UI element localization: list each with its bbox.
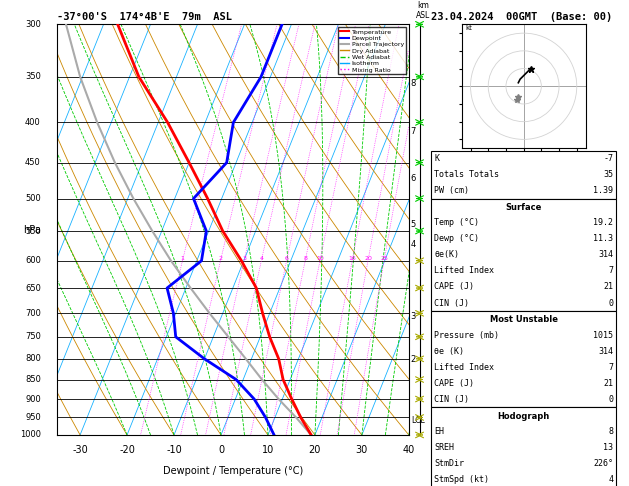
Text: 23.04.2024  00GMT  (Base: 00): 23.04.2024 00GMT (Base: 00) [431, 12, 612, 22]
Text: -10: -10 [166, 445, 182, 455]
Text: 750: 750 [25, 332, 41, 341]
Text: 6: 6 [285, 256, 289, 260]
Text: 1015: 1015 [593, 330, 613, 340]
Text: 2: 2 [218, 256, 223, 260]
Text: Dewp (°C): Dewp (°C) [434, 234, 479, 243]
Text: 25: 25 [380, 256, 388, 260]
Text: 13: 13 [603, 443, 613, 452]
Text: 6: 6 [411, 174, 416, 183]
Text: 1000: 1000 [19, 431, 41, 439]
Text: 7: 7 [608, 266, 613, 276]
Text: 4: 4 [608, 475, 613, 484]
Text: Most Unstable: Most Unstable [489, 315, 558, 324]
Text: θe (K): θe (K) [434, 347, 464, 356]
Text: StmDir: StmDir [434, 459, 464, 468]
Text: -30: -30 [72, 445, 88, 455]
Text: Hodograph: Hodograph [498, 412, 550, 420]
Text: Surface: Surface [506, 203, 542, 212]
Text: 8: 8 [608, 427, 613, 436]
Text: K: K [434, 154, 439, 163]
Text: Temp (°C): Temp (°C) [434, 218, 479, 227]
Text: 1.39: 1.39 [593, 186, 613, 195]
Text: 35: 35 [603, 170, 613, 179]
Text: 450: 450 [25, 158, 41, 167]
Text: 7: 7 [608, 363, 613, 372]
Text: Mixing Ratio (g/kg): Mixing Ratio (g/kg) [448, 196, 454, 263]
Text: 700: 700 [25, 309, 41, 318]
Text: km
ASL: km ASL [416, 1, 430, 20]
Text: StmSpd (kt): StmSpd (kt) [434, 475, 489, 484]
Text: © weatheronline.co.uk: © weatheronline.co.uk [480, 471, 567, 480]
Text: 1: 1 [181, 256, 184, 260]
Text: -37°00'S  174°4B'E  79m  ASL: -37°00'S 174°4B'E 79m ASL [57, 12, 231, 22]
Text: 8: 8 [411, 79, 416, 88]
Text: EH: EH [434, 427, 444, 436]
Text: 0: 0 [218, 445, 224, 455]
Text: 20: 20 [364, 256, 372, 260]
Text: Totals Totals: Totals Totals [434, 170, 499, 179]
Text: 3: 3 [411, 312, 416, 321]
Text: 8: 8 [303, 256, 307, 260]
Text: θe(K): θe(K) [434, 250, 459, 260]
Text: 350: 350 [25, 72, 41, 81]
Text: -7: -7 [603, 154, 613, 163]
Text: 550: 550 [25, 226, 41, 236]
Text: 850: 850 [25, 375, 41, 384]
Text: 3: 3 [242, 256, 246, 260]
Text: Dewpoint / Temperature (°C): Dewpoint / Temperature (°C) [163, 466, 303, 476]
Text: CIN (J): CIN (J) [434, 298, 469, 308]
Text: 300: 300 [25, 20, 41, 29]
Text: CAPE (J): CAPE (J) [434, 282, 474, 292]
Text: hPa: hPa [23, 225, 41, 235]
Text: 0: 0 [608, 395, 613, 404]
Text: 400: 400 [25, 118, 41, 127]
Text: 20: 20 [309, 445, 321, 455]
Text: 314: 314 [598, 250, 613, 260]
Text: 19.2: 19.2 [593, 218, 613, 227]
Text: 21: 21 [603, 379, 613, 388]
Text: Pressure (mb): Pressure (mb) [434, 330, 499, 340]
Text: 650: 650 [25, 283, 41, 293]
Text: 950: 950 [25, 413, 41, 422]
Text: 900: 900 [25, 395, 41, 403]
Text: 11.3: 11.3 [593, 234, 613, 243]
Text: 0: 0 [608, 298, 613, 308]
Text: 4: 4 [411, 240, 416, 249]
Text: 40: 40 [403, 445, 415, 455]
Legend: Temperature, Dewpoint, Parcel Trajectory, Dry Adiabat, Wet Adiabat, Isotherm, Mi: Temperature, Dewpoint, Parcel Trajectory… [338, 27, 406, 74]
Text: 600: 600 [25, 256, 41, 265]
Text: SREH: SREH [434, 443, 454, 452]
Text: 5: 5 [411, 220, 416, 229]
Text: CAPE (J): CAPE (J) [434, 379, 474, 388]
Text: 7: 7 [411, 127, 416, 136]
Text: 16: 16 [348, 256, 356, 260]
Text: 2: 2 [411, 355, 416, 364]
Text: LCL: LCL [411, 416, 425, 425]
Text: 800: 800 [25, 354, 41, 364]
Text: PW (cm): PW (cm) [434, 186, 469, 195]
Text: Lifted Index: Lifted Index [434, 363, 494, 372]
Text: 314: 314 [598, 347, 613, 356]
Text: Lifted Index: Lifted Index [434, 266, 494, 276]
Text: -20: -20 [119, 445, 135, 455]
Text: kt: kt [465, 25, 472, 31]
Text: 10: 10 [316, 256, 324, 260]
Text: 10: 10 [262, 445, 274, 455]
Text: CIN (J): CIN (J) [434, 395, 469, 404]
Text: 21: 21 [603, 282, 613, 292]
Text: 30: 30 [356, 445, 368, 455]
Text: 226°: 226° [593, 459, 613, 468]
Text: 4: 4 [259, 256, 264, 260]
Text: 500: 500 [25, 194, 41, 203]
